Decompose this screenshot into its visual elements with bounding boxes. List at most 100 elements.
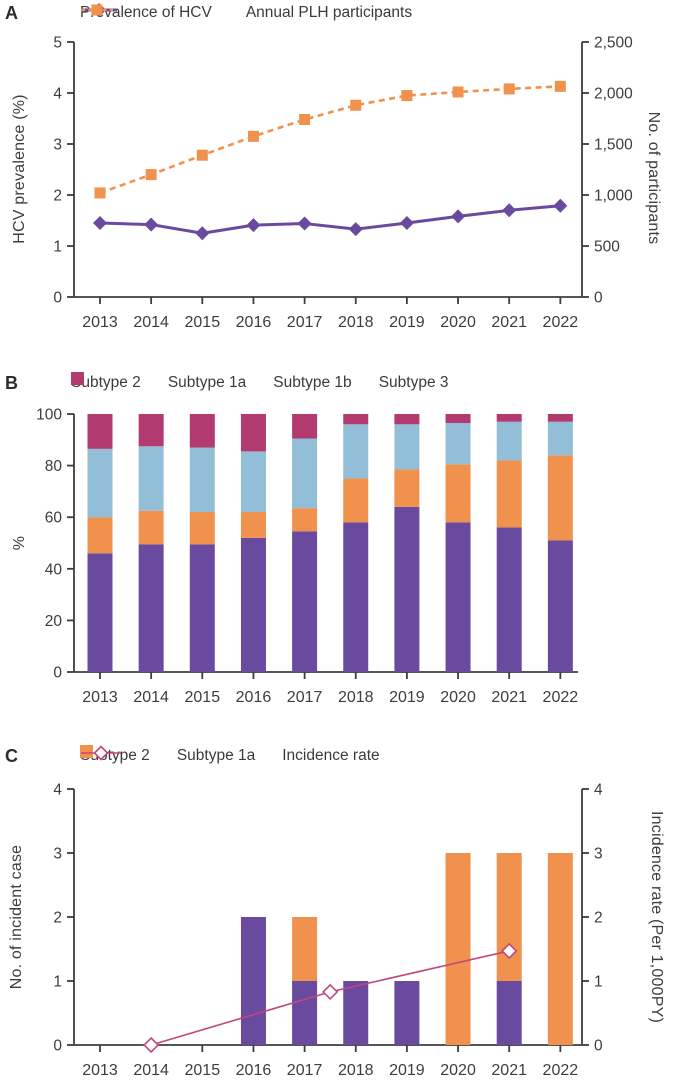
bar-segment (343, 478, 369, 523)
bar-segment (445, 464, 471, 523)
left-tick-label: 100 (36, 407, 62, 424)
x-tick-label: 2015 (185, 689, 221, 706)
left-tick-label: 4 (53, 782, 62, 799)
x-tick-label: 2015 (185, 1062, 221, 1079)
left-tick-label: 1 (53, 974, 62, 991)
x-tick-label: 2013 (82, 689, 118, 706)
x-tick-label: 2021 (491, 689, 527, 706)
right-tick-label: 0 (594, 1038, 603, 1055)
x-tick-label: 2022 (543, 689, 579, 706)
bar-segment (496, 460, 522, 528)
x-tick-label: 2017 (287, 689, 323, 706)
diamond-marker (195, 226, 210, 241)
left-tick-label: 5 (53, 35, 62, 52)
legend-swatch (71, 372, 84, 385)
panel-c-chart: 2013 2014 2015 2016 2017 2018 2019 2020 2021 2022… (53, 782, 603, 1080)
diamond-marker (502, 203, 517, 218)
diamond-marker (93, 216, 107, 231)
panel-c-left-axis-title: No. of incident case (8, 844, 25, 990)
x-tick-label: 2019 (389, 314, 425, 331)
bar-segment (445, 522, 471, 672)
panel-c-legend: Subtype 2 Subtype 1a Incidence rate (80, 745, 380, 767)
bar-segment (292, 531, 318, 672)
x-tick-label: 2020 (440, 689, 476, 706)
bar-segment (343, 981, 369, 1045)
bar-segment (240, 537, 266, 672)
square-marker (94, 187, 106, 199)
x-tick-label: 2016 (236, 689, 272, 706)
x-tick-label: 2014 (133, 314, 169, 331)
left-tick-label: 20 (45, 613, 63, 630)
panel-c-right-axis-title: Incidence rate (Per 1,000PY) (648, 811, 665, 1023)
bar-segment (189, 414, 215, 448)
diamond-marker (348, 222, 363, 237)
right-tick-label: 2,500 (594, 35, 633, 52)
x-tick-label: 2013 (82, 314, 118, 331)
square-marker (503, 83, 515, 95)
panel-c: C Subtype 2 Subtype 1a Incidence rate 2013… (0, 720, 683, 1081)
bar-segment (240, 414, 266, 452)
bar-segment (394, 506, 420, 672)
series-line (99, 204, 561, 235)
bar-segment (445, 414, 471, 424)
x-tick-label: 2015 (185, 314, 221, 331)
x-tick-label: 2018 (338, 314, 374, 331)
left-tick-label: 2 (53, 188, 62, 205)
panel-a-label: A (5, 3, 18, 23)
legend-label: Prevalence of HCV (80, 4, 212, 21)
right-tick-label: 4 (594, 782, 603, 799)
series-line (99, 85, 561, 195)
bar-segment (445, 853, 471, 1045)
bar-segment (394, 981, 420, 1045)
panel-b-legend: Subtype 2 Subtype 1a Subtype 1b Subtype 3 (71, 372, 449, 394)
x-tick-label: 2017 (287, 314, 323, 331)
swatch-icon (71, 372, 84, 385)
x-tick-label: 2020 (440, 314, 476, 331)
dashed-line-square-icon (81, 4, 113, 16)
x-tick-label: 2014 (133, 689, 169, 706)
bar-segment (547, 421, 573, 456)
x-tick-label: 2014 (133, 1062, 169, 1079)
left-tick-label: 0 (53, 665, 62, 682)
bar-segment (547, 455, 573, 541)
bar-segment (496, 527, 522, 672)
bar-segment (292, 414, 318, 439)
bar-segment (547, 853, 573, 1045)
right-tick-label: 1 (594, 974, 603, 991)
panel-b-label: B (5, 373, 18, 393)
x-tick-label: 2020 (440, 1062, 476, 1079)
bar-segment (394, 469, 420, 507)
bar-segment (87, 448, 113, 518)
panel-a-legend: Prevalence of HCV Annual PLH participants (80, 2, 412, 24)
square-marker (350, 99, 362, 111)
panel-a-left-axis-title: HCV prevalence (%) (11, 94, 28, 244)
bar-segment (292, 508, 318, 532)
left-tick-label: 0 (53, 1038, 62, 1055)
legend-label: Subtype 3 (378, 374, 449, 391)
legend-label: Annual PLH participants (245, 4, 413, 21)
bar-segment (547, 540, 573, 672)
square-marker (554, 80, 566, 92)
right-tick-label: 1,000 (594, 188, 633, 205)
legend-swatch (80, 745, 93, 758)
left-tick-label: 40 (45, 561, 63, 578)
bar-segment (445, 423, 471, 465)
bar-segment (343, 424, 369, 479)
bar-segment (394, 424, 420, 470)
legend-label: Subtype 2 (71, 374, 141, 391)
bar-segment (547, 414, 573, 422)
legend-label: Incidence rate (282, 747, 380, 764)
x-tick-label: 2019 (389, 1062, 425, 1079)
diamond-marker (553, 198, 568, 213)
bar-segment (87, 517, 113, 554)
right-tick-label: 0 (594, 290, 603, 307)
left-tick-label: 60 (45, 510, 63, 527)
legend-item: Annual PLH participants (81, 4, 413, 22)
square-marker (145, 169, 157, 181)
square-marker (401, 90, 413, 102)
square-marker (452, 86, 464, 98)
x-tick-label: 2018 (338, 689, 374, 706)
bar-segment (496, 421, 522, 461)
legend-item: Subtype 1a (80, 745, 255, 765)
